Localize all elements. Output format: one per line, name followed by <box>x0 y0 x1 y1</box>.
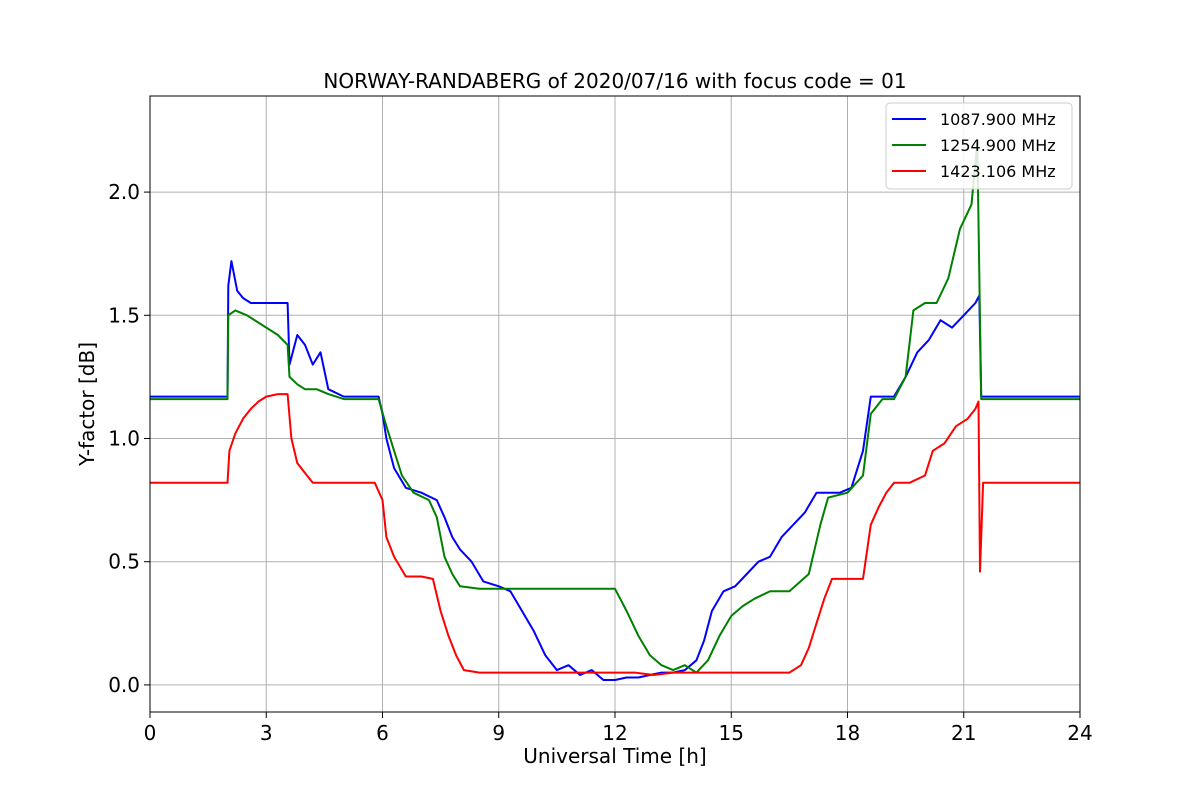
y-tick-label: 2.0 <box>108 180 140 204</box>
y-tick-label: 1.0 <box>108 426 140 450</box>
x-tick-label: 18 <box>835 721 860 745</box>
x-tick-label: 24 <box>1067 721 1092 745</box>
x-axis-label: Universal Time [h] <box>523 744 706 768</box>
chart-title: NORWAY-RANDABERG of 2020/07/16 with focu… <box>323 69 906 93</box>
x-tick-label: 21 <box>951 721 976 745</box>
tick-layer: 0 3 6 9 12 15 18 21 24 0.0 0.5 1.0 1.5 2.0 <box>108 180 1093 745</box>
series-layer <box>150 141 1080 681</box>
legend-label: 1254.900 MHz <box>940 136 1056 155</box>
x-tick-label: 6 <box>376 721 389 745</box>
y-tick-label: 0.0 <box>108 673 140 697</box>
x-tick-label: 12 <box>602 721 627 745</box>
legend-label: 1423.106 MHz <box>940 162 1056 181</box>
x-tick-label: 9 <box>492 721 505 745</box>
y-tick-label: 1.5 <box>108 303 140 327</box>
legend-label: 1087.900 MHz <box>940 110 1056 129</box>
legend-box <box>885 102 1073 190</box>
y-axis-label: Y-factor [dB] <box>75 342 99 467</box>
x-tick-label: 3 <box>260 721 273 745</box>
y-tick-label: 0.5 <box>108 550 140 574</box>
series-line-3 <box>150 393 1080 676</box>
series-line-2 <box>150 141 1080 674</box>
series-line-1 <box>150 260 1080 681</box>
x-tick-label: 15 <box>719 721 744 745</box>
legend: 1087.900 MHz 1254.900 MHz 1423.106 MHz <box>885 102 1073 190</box>
x-tick-label: 0 <box>144 721 157 745</box>
